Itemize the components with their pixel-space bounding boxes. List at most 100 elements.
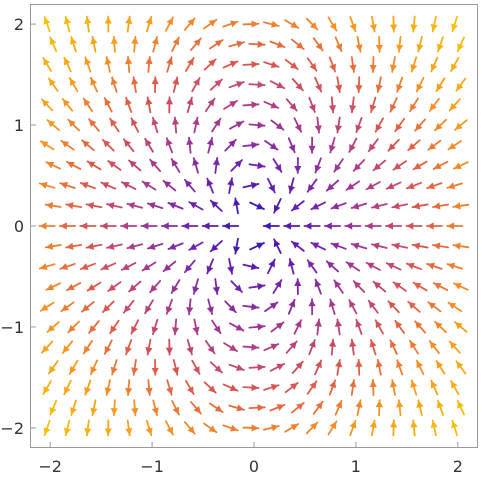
field-arrow bbox=[104, 419, 112, 437]
field-arrow bbox=[165, 298, 173, 315]
field-arrow bbox=[149, 279, 162, 294]
field-arrow bbox=[166, 56, 174, 73]
field-arrow bbox=[165, 96, 174, 114]
field-arrow bbox=[125, 56, 133, 73]
field-arrow bbox=[162, 179, 177, 192]
field-arrow bbox=[396, 399, 404, 417]
field-arrow bbox=[284, 381, 299, 394]
field-arrow bbox=[355, 76, 363, 94]
field-arrow bbox=[59, 263, 76, 270]
field-arrow bbox=[294, 156, 302, 174]
field-arrow bbox=[90, 35, 98, 53]
field-arrow bbox=[41, 98, 54, 112]
field-arrow bbox=[79, 182, 96, 190]
field-arrow bbox=[435, 77, 446, 93]
field-arrow bbox=[269, 404, 286, 412]
field-arrow bbox=[273, 238, 282, 254]
field-arrow bbox=[349, 16, 357, 33]
field-arrow bbox=[242, 141, 260, 149]
x-tick-labels: −2 −1 0 1 2 bbox=[38, 457, 463, 476]
field-arrow bbox=[426, 262, 443, 270]
field-arrow bbox=[345, 180, 361, 191]
field-arrow bbox=[109, 319, 120, 335]
field-arrow bbox=[272, 279, 283, 294]
field-arrow bbox=[290, 240, 305, 252]
field-arrow bbox=[183, 178, 196, 193]
field-arrow bbox=[222, 383, 239, 392]
field-arrow bbox=[452, 202, 470, 210]
field-arrow bbox=[181, 222, 199, 230]
field-arrow bbox=[414, 118, 427, 132]
field-arrow bbox=[369, 379, 377, 396]
field-arrow bbox=[230, 280, 243, 293]
field-arrow bbox=[122, 299, 135, 314]
field-arrow bbox=[389, 97, 398, 113]
field-arrow bbox=[248, 323, 266, 331]
field-arrow bbox=[427, 301, 442, 313]
field-arrow bbox=[328, 137, 336, 154]
field-arrow bbox=[372, 280, 387, 293]
field-arrow bbox=[314, 359, 323, 376]
field-arrow bbox=[242, 424, 260, 432]
field-arrow bbox=[39, 140, 55, 151]
field-arrow bbox=[405, 181, 422, 190]
field-arrow bbox=[349, 56, 357, 73]
field-arrow bbox=[130, 319, 140, 335]
field-arrow bbox=[348, 299, 358, 315]
field-arrow bbox=[58, 222, 77, 230]
field-arrow bbox=[432, 202, 449, 210]
field-arrow bbox=[141, 180, 157, 191]
field-arrow bbox=[47, 77, 59, 92]
field-arrow bbox=[263, 61, 280, 69]
field-arrow bbox=[426, 182, 443, 190]
field-arrow bbox=[63, 15, 71, 33]
field-arrow bbox=[270, 321, 285, 333]
field-arrow bbox=[306, 178, 318, 193]
field-arrow bbox=[223, 99, 238, 110]
field-arrow bbox=[385, 181, 402, 190]
field-arrow bbox=[375, 399, 383, 417]
field-arrow bbox=[130, 117, 140, 133]
field-arrow bbox=[314, 116, 322, 134]
field-arrow bbox=[222, 424, 239, 432]
field-arrow bbox=[328, 56, 337, 73]
field-arrow bbox=[364, 222, 382, 230]
field-arrow bbox=[432, 161, 449, 170]
field-arrow bbox=[82, 97, 94, 113]
field-arrow bbox=[434, 118, 447, 132]
field-arrow bbox=[411, 242, 429, 250]
field-arrow bbox=[84, 56, 92, 73]
field-arrow bbox=[284, 58, 299, 71]
field-arrow bbox=[345, 261, 361, 272]
field-arrow bbox=[242, 343, 260, 351]
field-arrow bbox=[455, 77, 467, 92]
field-arrow bbox=[293, 319, 303, 335]
field-arrow bbox=[45, 161, 62, 170]
field-arrow bbox=[242, 60, 260, 69]
field-arrow bbox=[308, 339, 316, 356]
field-arrow bbox=[141, 261, 157, 272]
field-arrow bbox=[312, 37, 324, 52]
field-arrow bbox=[100, 181, 117, 190]
field-arrow bbox=[374, 319, 384, 335]
field-arrow bbox=[42, 57, 52, 72]
field-arrow bbox=[79, 262, 96, 270]
field-arrow bbox=[335, 358, 343, 376]
field-arrow bbox=[120, 181, 137, 190]
field-arrow bbox=[412, 281, 428, 292]
field-arrow bbox=[375, 35, 383, 53]
field-arrow bbox=[90, 399, 98, 417]
field-arrow bbox=[306, 380, 318, 395]
field-arrow bbox=[131, 35, 139, 53]
field-arrow bbox=[209, 361, 223, 374]
field-arrow bbox=[110, 35, 118, 53]
field-arrow bbox=[333, 279, 344, 294]
field-arrow bbox=[224, 300, 237, 314]
field-arrow bbox=[65, 202, 83, 210]
field-arrow bbox=[369, 56, 377, 73]
field-arrow bbox=[452, 242, 470, 250]
field-arrow bbox=[389, 339, 398, 355]
field-arrow bbox=[60, 139, 75, 151]
field-arrow bbox=[43, 16, 51, 33]
field-arrow bbox=[229, 120, 245, 130]
